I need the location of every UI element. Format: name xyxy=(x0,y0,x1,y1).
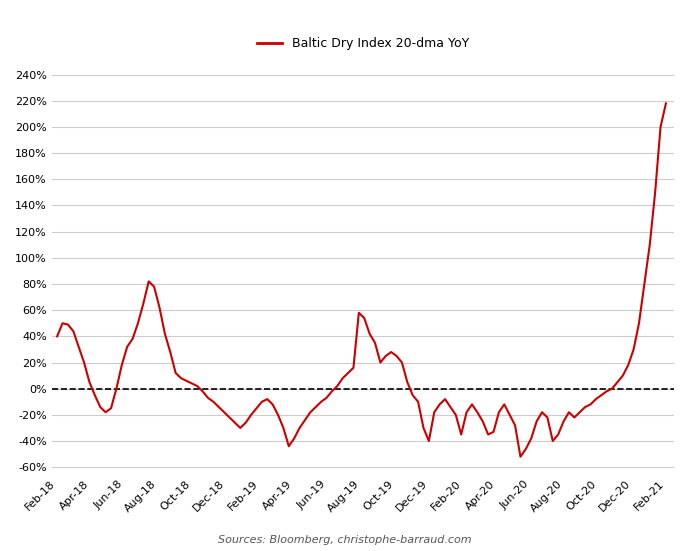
Legend: Baltic Dry Index 20-dma YoY: Baltic Dry Index 20-dma YoY xyxy=(251,32,474,55)
Text: Sources: Bloomberg, christophe-barraud.com: Sources: Bloomberg, christophe-barraud.c… xyxy=(218,536,471,545)
